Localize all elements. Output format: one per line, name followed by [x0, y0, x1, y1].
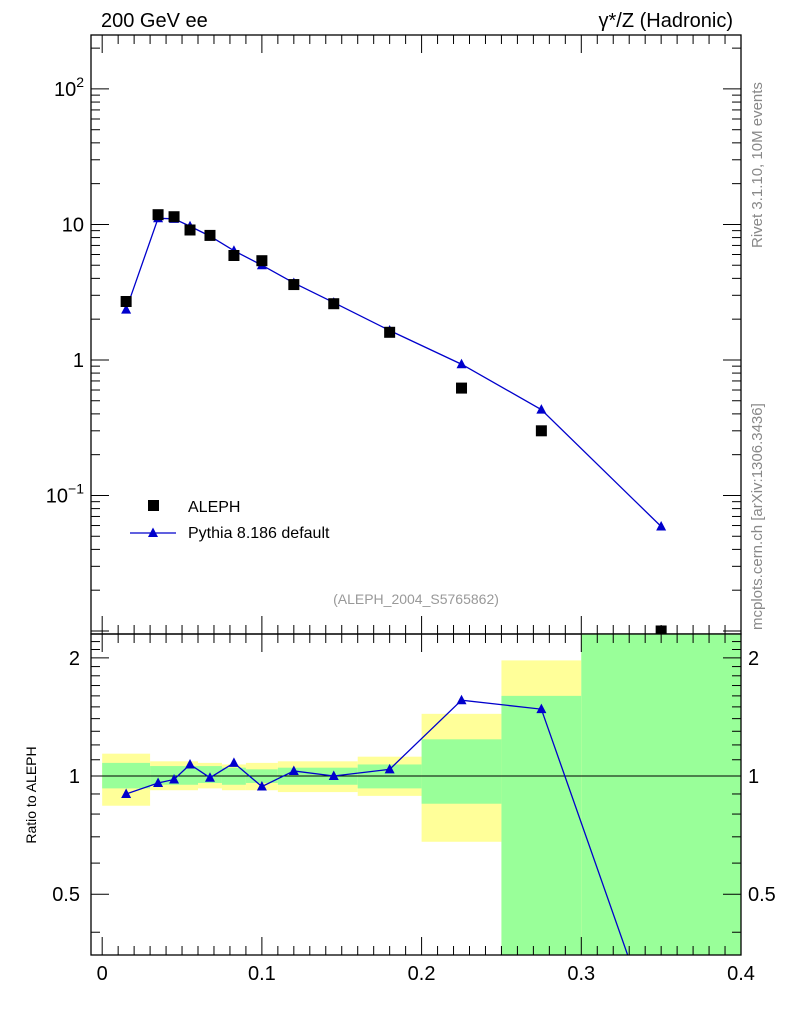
- ratio-frame: [90, 633, 742, 956]
- ratio-xtick-label: 0.1: [248, 963, 276, 985]
- ratio-xtick-label: 0.3: [567, 963, 595, 985]
- ratio-ytick-label-right: 2: [748, 648, 759, 670]
- pythia-point: [456, 358, 467, 369]
- ratio-xtick-label: 0.2: [408, 963, 436, 985]
- legend-pythia-label: Pythia 8.186 default: [188, 525, 330, 542]
- ratio-xtick-label: 0: [97, 963, 108, 985]
- aleph-point: [328, 298, 340, 310]
- ratio-point: [228, 757, 239, 767]
- ratio-point: [256, 781, 267, 791]
- pythia-line: [125, 217, 662, 527]
- ratio-inner-band: [421, 739, 502, 804]
- aleph-point: [456, 382, 468, 394]
- ratio-point: [153, 777, 164, 787]
- main-ytick-label-base: 10: [54, 79, 76, 101]
- legend-pythia-marker: [148, 527, 158, 537]
- ratio-ytick-label-right: 1: [748, 766, 759, 788]
- aleph-point: [120, 295, 132, 307]
- legend-aleph-marker: [148, 500, 159, 511]
- ratio-point: [384, 763, 395, 774]
- aleph-point: [204, 229, 216, 241]
- main-ytick-label: 10−1: [46, 480, 84, 507]
- ratio-inner-band: [581, 634, 741, 955]
- pythia-point: [536, 404, 547, 414]
- main-frame: [90, 34, 742, 635]
- main-ytick-label-exponent: 2: [76, 74, 84, 90]
- legend-aleph-label: ALEPH: [188, 499, 240, 516]
- ratio-point: [328, 770, 339, 781]
- ratio-ytick-label-left: 1: [69, 766, 80, 788]
- ratio-xtick-label: 0.4: [727, 963, 755, 985]
- ratio-inner-band: [501, 695, 582, 955]
- aleph-point: [152, 209, 164, 221]
- ratio-point: [204, 772, 215, 782]
- right-title: γ*/Z (Hadronic): [599, 10, 733, 32]
- main-ytick-label: 10: [62, 214, 84, 236]
- left-title: 200 GeV ee: [101, 10, 208, 32]
- main-ytick-label: 1: [73, 350, 84, 372]
- aleph-point: [384, 326, 396, 338]
- pythia-point: [656, 521, 667, 531]
- main-ytick-label-base: 1: [73, 350, 84, 372]
- ratio-ylabel: Ratio to ALEPH: [23, 746, 39, 843]
- ratio-ytick-label-right: 0.5: [748, 884, 776, 906]
- aleph-point: [288, 279, 300, 291]
- main-ytick-label-base: 10: [62, 214, 84, 236]
- aleph-point: [655, 625, 667, 637]
- pythia-point: [121, 304, 132, 314]
- ratio-point: [536, 703, 547, 714]
- ratio-point: [185, 758, 196, 769]
- ratio-ytick-label-left: 2: [69, 648, 80, 670]
- ratio-panel: 0 0.1 0.2 0.3 0.4 0.5 0.5 1 1 2 2 Ratio to ALEPH: [23, 633, 776, 985]
- aleph-point: [168, 211, 180, 223]
- main-ytick-label-exponent: −1: [68, 480, 84, 496]
- aleph-point: [184, 224, 196, 236]
- aleph-point: [228, 249, 240, 261]
- ratio-point: [121, 788, 132, 798]
- ratio-point: [288, 765, 299, 775]
- mcplots-label: mcplots.cern.ch [arXiv:1306.3436]: [749, 403, 766, 630]
- main-ytick-label-base: 10: [46, 485, 68, 507]
- rivet-label: Rivet 3.1.10, 10M events: [749, 82, 766, 248]
- aleph-point: [535, 425, 547, 437]
- ratio-ytick-label-left: 0.5: [52, 884, 80, 906]
- main-ytick-label: 102: [54, 74, 84, 101]
- analysis-annotation: (ALEPH_2004_S5765862): [333, 591, 499, 607]
- ratio-point: [456, 694, 467, 705]
- aleph-point: [256, 255, 268, 267]
- legend: ALEPH Pythia 8.186 default: [130, 499, 330, 542]
- ratio-point: [169, 773, 180, 784]
